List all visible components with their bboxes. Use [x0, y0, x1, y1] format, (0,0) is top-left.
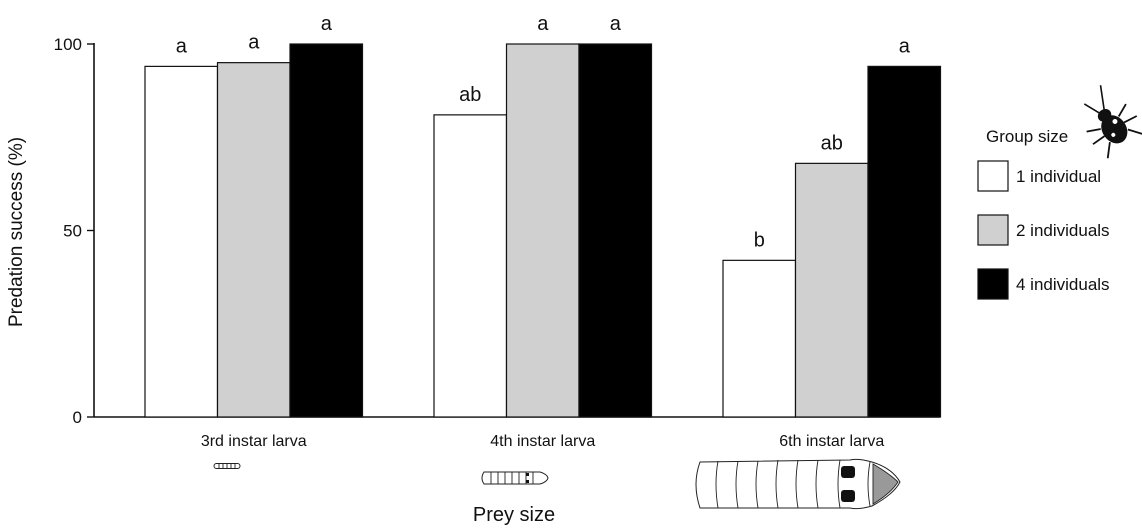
legend-items: 1 individual 2 individuals 4 individuals: [977, 160, 1110, 300]
significance-label: a: [321, 13, 333, 35]
x-axis-label: Prey size: [473, 504, 555, 526]
bar: [216, 62, 291, 418]
y-tick-label: 100: [54, 35, 82, 54]
y-tick-label: 0: [73, 408, 82, 427]
beetle-icon: [1083, 85, 1142, 159]
significance-label: a: [537, 13, 549, 35]
bar: [867, 65, 942, 418]
bar: [578, 43, 653, 418]
legend-swatch: [977, 214, 1009, 246]
category-label: 3rd instar larva: [201, 433, 307, 450]
y-tick-label: 50: [63, 222, 82, 241]
bar: [144, 65, 219, 418]
legend: Group size 1 individual 2 individuals 4 in…: [977, 85, 1142, 300]
y-axis-label: Predation success (%): [6, 137, 27, 327]
larva-large-icon: [695, 458, 901, 510]
larva-medium-icon: [481, 471, 549, 485]
category-label: 4th instar larva: [490, 433, 595, 450]
category-labels: 3rd instar larva 4th instar larva 6th inst…: [201, 433, 884, 450]
legend-swatch: [977, 268, 1009, 300]
category-label: 6th instar larva: [779, 433, 884, 450]
significance-label: ab: [821, 132, 843, 154]
larva-small-icon: [213, 463, 241, 469]
bar: [794, 162, 869, 418]
bars: [144, 43, 942, 418]
bar: [433, 114, 508, 418]
legend-label: 2 individuals: [1016, 221, 1110, 240]
legend-label: 1 individual: [1016, 167, 1101, 186]
bar: [722, 259, 797, 418]
bar: [505, 43, 580, 418]
significance-label: a: [610, 13, 622, 35]
bar: [289, 43, 364, 418]
significance-label: a: [899, 35, 911, 57]
legend-label: 4 individuals: [1016, 275, 1110, 294]
legend-swatch: [977, 160, 1009, 192]
significance-label: a: [176, 35, 188, 57]
significance-label: ab: [459, 84, 481, 106]
significance-label: a: [248, 32, 260, 54]
legend-title: Group size: [986, 127, 1068, 146]
significance-label: b: [754, 229, 765, 251]
